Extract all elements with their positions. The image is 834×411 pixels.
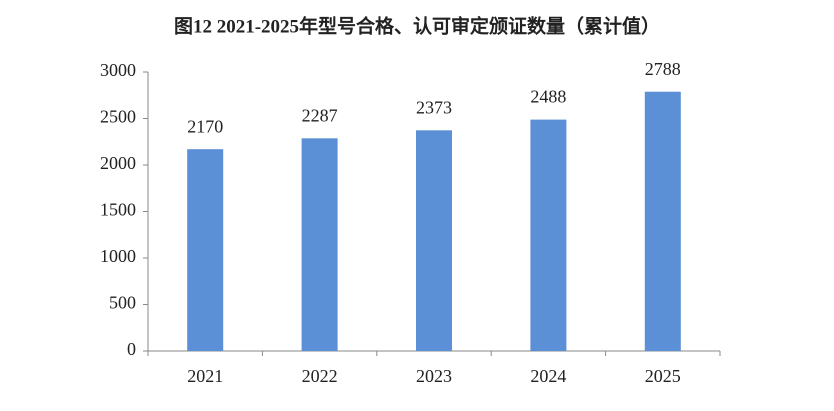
data-label: 2287 — [302, 105, 338, 125]
bar — [301, 138, 338, 351]
y-tick-label: 1500 — [100, 200, 136, 220]
y-tick-label: 0 — [127, 339, 136, 359]
y-tick-label: 3000 — [100, 60, 136, 80]
x-tick-label: 2023 — [416, 366, 452, 386]
bar — [530, 119, 567, 351]
x-tick-label: 2021 — [187, 366, 223, 386]
bar — [187, 149, 224, 351]
x-tick-label: 2022 — [302, 366, 338, 386]
x-tick-label: 2025 — [645, 366, 681, 386]
bar — [644, 91, 681, 351]
y-tick-label: 1000 — [100, 246, 136, 266]
data-label: 2373 — [416, 97, 452, 117]
bar — [416, 130, 452, 351]
x-tick-label: 2024 — [530, 366, 566, 386]
data-label: 2488 — [530, 87, 566, 107]
y-tick-label: 2000 — [100, 153, 136, 173]
data-label: 2788 — [645, 59, 681, 79]
y-tick-label: 2500 — [100, 107, 136, 127]
data-label: 2170 — [187, 116, 223, 136]
chart-title: 图12 2021-2025年型号合格、认可审定颁证数量（累计值） — [174, 14, 660, 37]
y-tick-label: 500 — [109, 293, 136, 313]
